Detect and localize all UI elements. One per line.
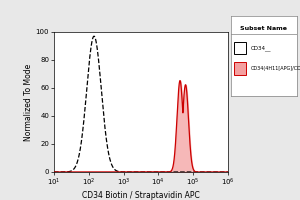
Y-axis label: Normalized To Mode: Normalized To Mode: [24, 63, 33, 141]
Text: CD34__: CD34__: [251, 45, 271, 51]
Text: CD34(4H11[APG]/CD34): CD34(4H11[APG]/CD34): [251, 66, 300, 71]
FancyBboxPatch shape: [234, 42, 246, 54]
X-axis label: CD34 Biotin / Straptavidin APC: CD34 Biotin / Straptavidin APC: [82, 191, 200, 200]
Text: Subset Name: Subset Name: [241, 26, 287, 31]
FancyBboxPatch shape: [234, 62, 246, 75]
